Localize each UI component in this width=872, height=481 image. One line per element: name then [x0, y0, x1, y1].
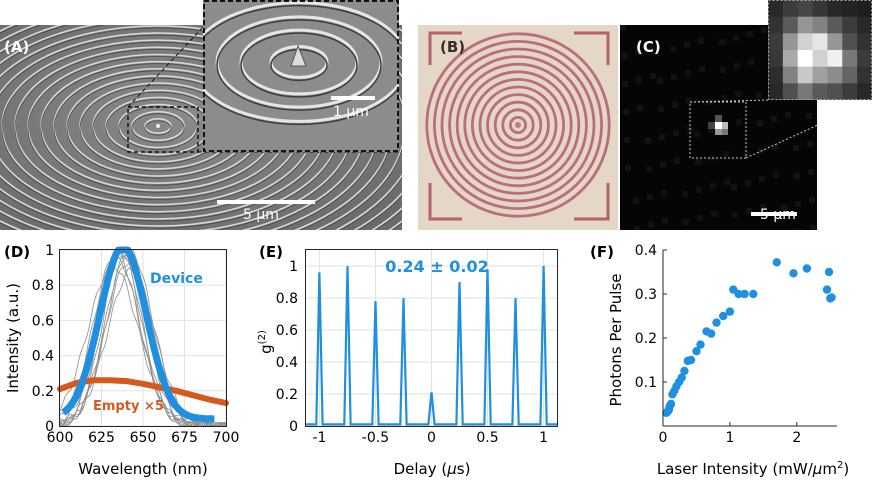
scatter-point [772, 258, 781, 267]
xtick-f: 0 [659, 430, 668, 446]
xtick-e: -0.5 [362, 430, 389, 446]
xlabel-d: Wavelength (nm) [78, 460, 208, 478]
optical-grating-rings [425, 32, 611, 218]
scatter-point [802, 264, 812, 273]
spectrum-trace [59, 251, 227, 427]
xtick-d: 700 [213, 430, 240, 446]
panel-label-d: (D) [4, 243, 31, 261]
panel-label-f: (F) [590, 243, 614, 261]
scatter-point [824, 267, 834, 277]
zoom-box-a [127, 106, 199, 153]
ytick-f: 0.4 [635, 243, 657, 259]
scatter-point [822, 285, 832, 294]
scatter-point [712, 318, 721, 327]
chart-e: -1 -0.5 0 0.5 1 0 0.2 0.4 0.6 0.8 1 0.24 ± 0.02 De… [257, 249, 558, 478]
legend-device: Device [150, 271, 203, 287]
ytick-d: 0.4 [32, 349, 54, 365]
xlabel-e: Delay (µs) [394, 460, 471, 478]
ytick-f: 0.1 [635, 375, 657, 391]
series-device-line [61, 246, 215, 423]
xtick-f: 1 [725, 430, 734, 446]
scatter-point [749, 289, 758, 299]
xtick-d: 650 [130, 430, 157, 446]
xtick-d: 600 [47, 430, 74, 446]
xtick-e: 1 [539, 430, 548, 446]
scatter-point [686, 355, 696, 365]
scatter-points [662, 258, 836, 417]
scale-label-c: 5 µm [760, 207, 796, 223]
scale-bar-a [217, 200, 315, 204]
ytick-e: 0.6 [276, 323, 298, 339]
ylabel-d: Intensity (a.u.) [4, 283, 22, 393]
scatter-point [677, 373, 686, 382]
ytick-e: 0 [289, 419, 298, 435]
emission-inset-pixels [768, 0, 872, 100]
emission-image [620, 25, 817, 230]
xtick-e: 0 [427, 430, 436, 446]
scatter-point [734, 289, 743, 299]
xtick-e: 0.5 [476, 430, 498, 446]
ylabel-e: g(2) [257, 330, 275, 354]
legend-empty: Empty ×5 [93, 399, 164, 414]
panel-label-a: (A) [4, 38, 30, 56]
scatter-point [696, 340, 705, 349]
scatter-point [707, 329, 716, 338]
scatter-point [740, 289, 749, 299]
scatter-point [827, 293, 836, 302]
scatter-point [666, 399, 676, 409]
g2-annotation: 0.24 ± 0.02 [385, 257, 489, 276]
ytick-e: 0.4 [276, 355, 298, 371]
scale-bar-inset [331, 96, 375, 100]
ytick-f: 0.3 [635, 287, 657, 303]
ytick-e: 1 [289, 259, 298, 275]
series-empty-line [57, 377, 229, 407]
chart-f: 0 1 2 0.1 0.2 0.3 0.4 Laser Intensity (mW/µm2)… [607, 243, 849, 478]
ytick-e: 0.8 [276, 291, 298, 307]
panel-label-e: (E) [259, 243, 283, 261]
ytick-d: 0.8 [32, 278, 54, 294]
scatter-point [692, 347, 701, 356]
scatter-point [719, 311, 728, 321]
xtick-f: 2 [792, 430, 801, 446]
ytick-d: 0 [45, 419, 54, 435]
ylabel-f: Photons Per Pulse [607, 273, 625, 406]
scatter-point [789, 269, 798, 278]
xtick-e: -1 [312, 430, 326, 446]
panel-label-b: (B) [440, 38, 466, 56]
scale-bar-c [751, 212, 797, 216]
panel-label-c: (C) [636, 38, 661, 56]
scale-label-inset: 1 µm [333, 104, 369, 120]
optical-image-bullseye [418, 25, 618, 230]
sem-inset-image [203, 0, 399, 152]
ytick-d: 0.6 [32, 313, 54, 329]
scatter-point [680, 366, 689, 376]
zoom-box-c [689, 101, 747, 159]
ytick-d: 0.2 [32, 384, 54, 400]
spectrum-trace [59, 262, 227, 427]
xtick-d: 625 [88, 430, 115, 446]
xtick-d: 675 [171, 430, 198, 446]
ytick-e: 0.2 [276, 387, 298, 403]
scatter-point [725, 307, 735, 316]
ytick-f: 0.2 [635, 331, 657, 347]
xlabel-f: Laser Intensity (mW/µm2) [657, 460, 849, 478]
scale-label-a: 5 µm [243, 207, 279, 223]
ytick-d: 1 [45, 243, 54, 259]
chart-d: 600 625 650 675 700 0 0.2 0.4 0.6 0.8 1 Device Emp… [4, 243, 240, 478]
